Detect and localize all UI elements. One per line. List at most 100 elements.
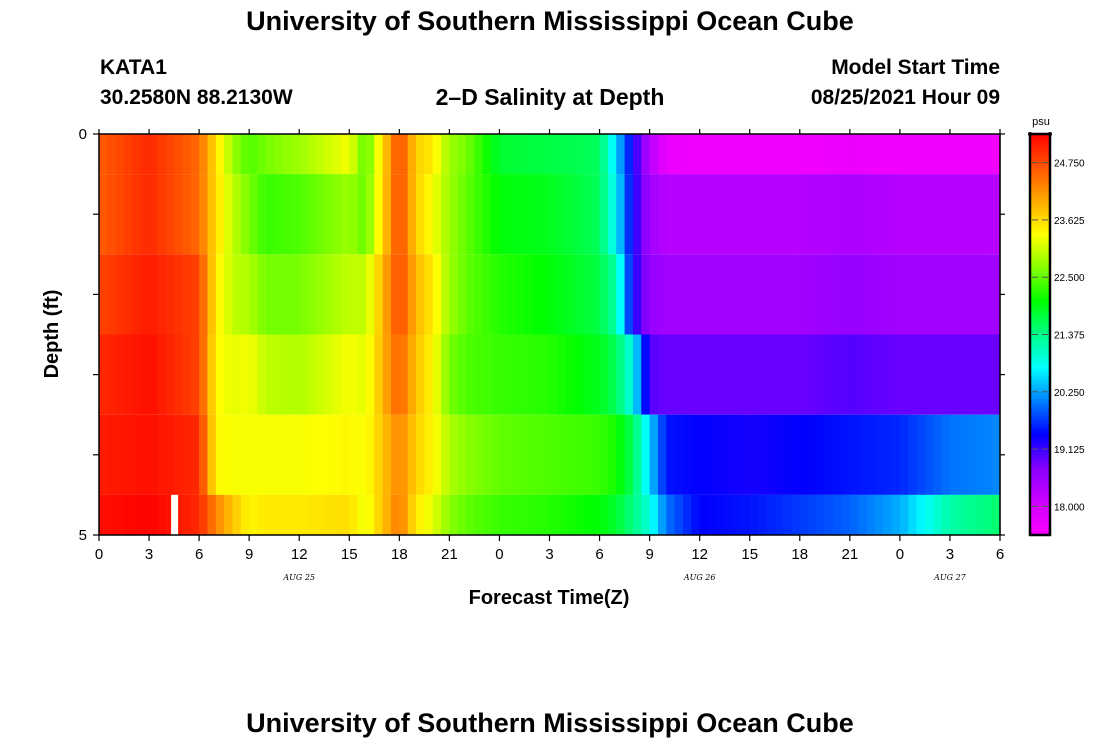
heatmap-cell bbox=[474, 134, 484, 175]
heatmap-cell bbox=[332, 414, 342, 495]
heatmap-cell bbox=[691, 134, 701, 175]
heatmap-cell bbox=[766, 334, 776, 415]
heatmap-cell bbox=[883, 334, 893, 415]
heatmap-cell bbox=[390, 174, 400, 255]
heatmap-cell bbox=[315, 494, 325, 535]
heatmap-cell bbox=[215, 174, 225, 255]
heatmap-cell bbox=[841, 334, 851, 415]
heatmap-cell bbox=[933, 494, 943, 535]
heatmap-cell bbox=[282, 134, 292, 175]
heatmap-cell bbox=[574, 494, 584, 535]
heatmap-cell bbox=[924, 414, 934, 495]
heatmap-cell bbox=[891, 254, 901, 335]
colorbar-tick-label: 18.000 bbox=[1054, 502, 1085, 513]
heatmap-cell bbox=[365, 494, 375, 535]
heatmap-cell bbox=[516, 254, 526, 335]
heatmap-cell bbox=[274, 414, 284, 495]
heatmap-cell bbox=[466, 414, 476, 495]
heatmap-cell bbox=[624, 174, 634, 255]
heatmap-cell bbox=[758, 334, 767, 415]
model-start-value: 08/25/2021 Hour 09 bbox=[810, 86, 1000, 109]
heatmap-cell bbox=[424, 174, 434, 255]
heatmap-cell bbox=[841, 414, 851, 495]
heatmap-cell bbox=[574, 414, 584, 495]
heatmap-cell bbox=[482, 174, 492, 255]
heatmap-cell bbox=[632, 174, 642, 255]
heatmap-cell bbox=[816, 334, 826, 415]
heatmap-cell bbox=[632, 494, 642, 535]
heatmap-cell bbox=[758, 414, 767, 495]
heatmap-cell bbox=[115, 174, 125, 255]
heatmap-cell bbox=[499, 174, 509, 255]
heatmap-cell bbox=[99, 174, 108, 255]
heatmap-cell bbox=[324, 174, 334, 255]
heatmap-cell bbox=[340, 134, 350, 175]
heatmap-cell bbox=[499, 254, 509, 335]
heatmap-cell bbox=[340, 334, 350, 415]
heatmap-cell bbox=[299, 334, 309, 415]
heatmap-cell bbox=[632, 134, 642, 175]
heatmap-cell bbox=[674, 134, 684, 175]
heatmap-cell bbox=[908, 174, 918, 255]
heatmap-cell bbox=[766, 254, 776, 335]
heatmap-cell bbox=[491, 494, 501, 535]
heatmap-cell bbox=[749, 254, 759, 335]
heatmap-cell bbox=[749, 334, 759, 415]
heatmap-cell bbox=[507, 494, 517, 535]
heatmap-cell bbox=[983, 134, 993, 175]
heatmap-cell bbox=[382, 174, 392, 255]
heatmap-cell bbox=[616, 334, 626, 415]
heatmap-cell bbox=[516, 174, 526, 255]
heatmap-cell bbox=[332, 174, 342, 255]
heatmap-cell bbox=[641, 494, 651, 535]
heatmap-cell bbox=[307, 174, 317, 255]
heatmap-cell bbox=[516, 414, 526, 495]
x-tick-label: 9 bbox=[245, 546, 253, 563]
heatmap-cell bbox=[549, 334, 559, 415]
heatmap-cell bbox=[274, 494, 284, 535]
heatmap-cell bbox=[849, 254, 859, 335]
heatmap-cell bbox=[257, 414, 267, 495]
heatmap-cell bbox=[457, 414, 467, 495]
heatmap-cell bbox=[591, 494, 601, 535]
heatmap-cell bbox=[899, 134, 909, 175]
footer-title: University of Southern Mississippi Ocean… bbox=[246, 708, 854, 738]
heatmap-cell bbox=[682, 254, 692, 335]
heatmap-cell bbox=[165, 414, 175, 495]
heatmap-cell bbox=[357, 174, 367, 255]
heatmap-cell bbox=[407, 334, 417, 415]
heatmap-cell bbox=[315, 134, 325, 175]
heatmap-cell bbox=[99, 334, 108, 415]
heatmap-cell bbox=[215, 254, 225, 335]
heatmap-cell bbox=[274, 174, 284, 255]
heatmap-cell bbox=[507, 414, 517, 495]
heatmap-cell bbox=[691, 254, 701, 335]
heatmap-cell bbox=[808, 334, 818, 415]
heatmap-cell bbox=[983, 174, 993, 255]
heatmap-cell bbox=[491, 414, 501, 495]
heatmap-cell bbox=[949, 414, 959, 495]
heatmap-cell bbox=[224, 494, 234, 535]
heatmap-cell bbox=[783, 254, 793, 335]
heatmap-cell bbox=[257, 254, 267, 335]
heatmap-cell bbox=[265, 334, 275, 415]
heatmap-cell bbox=[974, 254, 984, 335]
heatmap-cell bbox=[591, 334, 601, 415]
heatmap-cell bbox=[841, 134, 851, 175]
heatmap-cell bbox=[599, 334, 609, 415]
colorbar-tick-label: 20.250 bbox=[1054, 388, 1085, 399]
heatmap-cell bbox=[924, 334, 934, 415]
heatmap-cell bbox=[574, 254, 584, 335]
y-axis: 05 bbox=[79, 126, 1005, 544]
heatmap-cell bbox=[332, 134, 342, 175]
x-date-label: AUG 26 bbox=[683, 573, 716, 582]
heatmap-cell bbox=[132, 414, 142, 495]
heatmap-cell bbox=[307, 334, 317, 415]
heatmap-cell bbox=[666, 494, 676, 535]
heatmap-cell bbox=[983, 494, 993, 535]
heatmap-cell bbox=[816, 134, 826, 175]
heatmap-cell bbox=[883, 254, 893, 335]
depth-layer-3 bbox=[99, 334, 1001, 415]
heatmap-cell bbox=[941, 134, 951, 175]
heatmap-cell bbox=[691, 414, 701, 495]
